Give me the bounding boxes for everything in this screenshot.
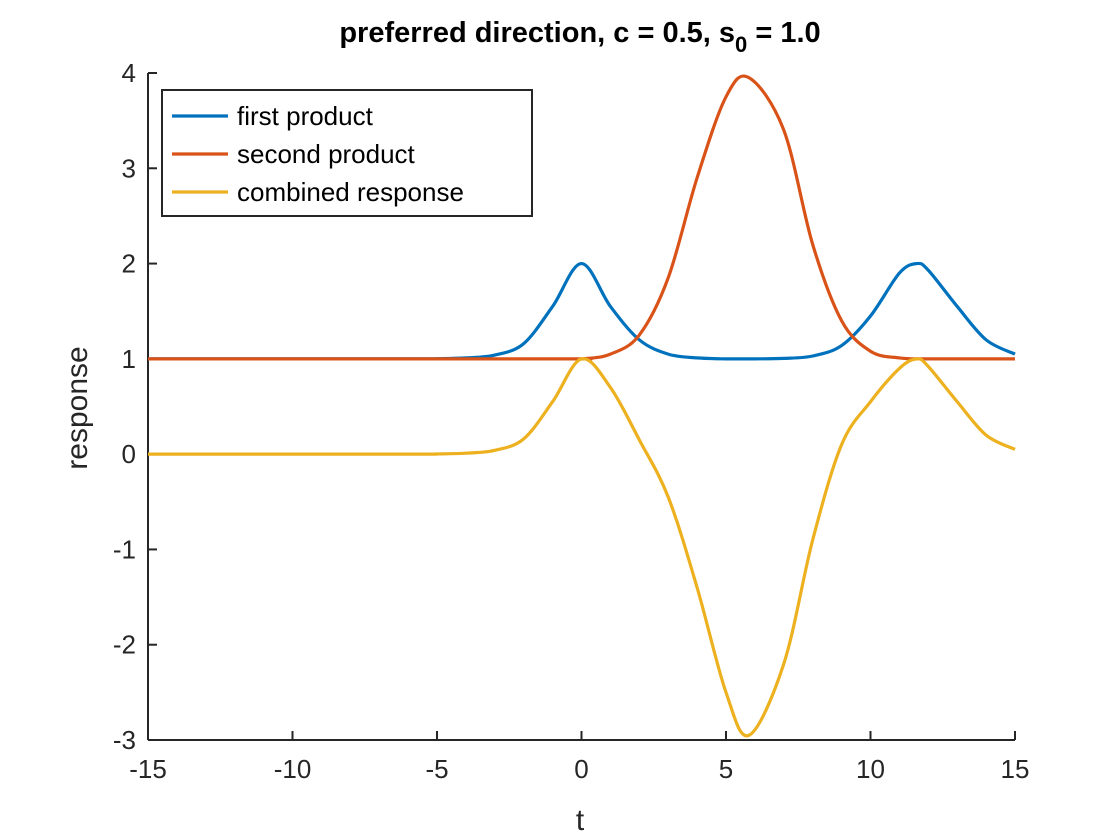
x-tick-labels: -15 -10 -5 0 5 10 15 bbox=[129, 754, 1029, 784]
x-tick-label: 0 bbox=[574, 754, 588, 784]
y-tick-labels: -3 -2 -1 0 1 2 3 4 bbox=[113, 58, 136, 755]
y-tick-label: -2 bbox=[113, 630, 136, 660]
title-tail: = 1.0 bbox=[747, 17, 820, 49]
title-subscript: 0 bbox=[735, 32, 747, 57]
y-tick-label: -1 bbox=[113, 534, 136, 564]
series-layer bbox=[148, 74, 1016, 738]
y-axis-title: response bbox=[61, 346, 94, 469]
legend: first product second product combined resp… bbox=[161, 89, 533, 217]
x-axis-title: t bbox=[576, 804, 585, 837]
y-tick-label: -3 bbox=[113, 725, 136, 755]
y-tick-label: 0 bbox=[122, 439, 136, 469]
y-tick-label: 2 bbox=[122, 249, 136, 279]
legend-label-1: first product bbox=[237, 101, 374, 131]
x-tick-label: -10 bbox=[274, 754, 312, 784]
x-tick-label: 5 bbox=[719, 754, 733, 784]
y-tick-label: 1 bbox=[122, 344, 136, 374]
x-tick-label: 10 bbox=[856, 754, 885, 784]
x-tick-label: -5 bbox=[425, 754, 448, 784]
series-line-3 bbox=[148, 357, 1016, 738]
y-tick-label: 4 bbox=[122, 58, 136, 88]
x-tick-label: -15 bbox=[129, 754, 167, 784]
chart-title: preferred direction, c = 0.5, s0 = 1.0 bbox=[339, 17, 820, 57]
x-tick-label: 15 bbox=[1001, 754, 1030, 784]
legend-label-3: combined response bbox=[237, 177, 464, 207]
series-line-2 bbox=[148, 74, 1015, 361]
legend-label-2: second product bbox=[237, 139, 416, 169]
title-main: preferred direction, c = 0.5, s bbox=[339, 17, 735, 49]
series-line-1 bbox=[148, 261, 1016, 361]
y-tick-label: 3 bbox=[122, 153, 136, 183]
